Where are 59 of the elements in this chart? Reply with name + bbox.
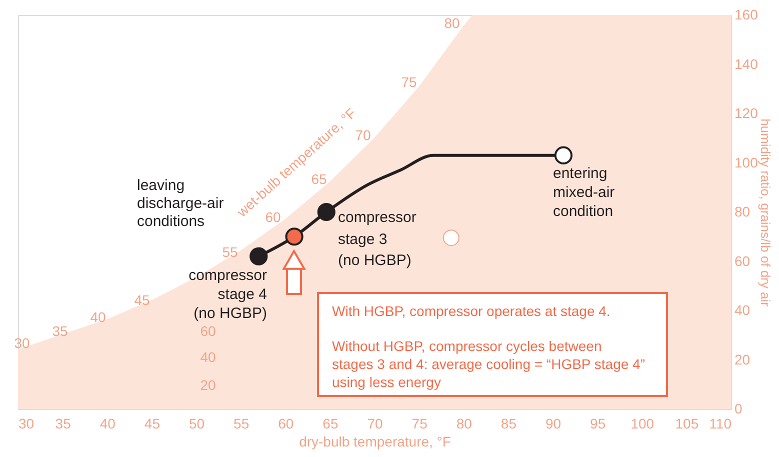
annotation: entering xyxy=(553,165,608,182)
x-tick-label: 100 xyxy=(630,416,654,432)
x-tick-label: 55 xyxy=(234,416,250,432)
y-tick-label: 140 xyxy=(734,56,758,72)
annotation: With HGBP, compressor operates at stage 4. xyxy=(332,303,610,319)
annotation: mixed-air xyxy=(553,184,615,201)
annotation: leaving xyxy=(137,177,185,194)
x-tick-label: 45 xyxy=(144,416,160,432)
x-tick-label: 40 xyxy=(100,416,116,432)
x-tick-label: 85 xyxy=(500,416,517,432)
annotation: 20 xyxy=(200,377,216,393)
x-tick-label: 95 xyxy=(590,416,606,432)
y-tick-label: 160 xyxy=(734,6,758,22)
x-tick-label: 50 xyxy=(188,416,205,432)
annotation: 45 xyxy=(134,292,150,308)
x-tick-label: 60 xyxy=(278,416,294,432)
x-tick-label: 80 xyxy=(456,416,472,432)
annotation: 60 xyxy=(200,323,216,339)
x-tick-label: 70 xyxy=(367,416,383,432)
point xyxy=(285,228,304,246)
annotation: (no HGBP) xyxy=(338,252,412,269)
y-tick-label: 100 xyxy=(734,154,758,170)
x-tick-label: 110 xyxy=(709,416,732,432)
point xyxy=(317,202,336,222)
annotation: 40 xyxy=(200,349,216,365)
annotation: conditions xyxy=(137,213,205,230)
x-axis-title: dry-bulb temperature, °F xyxy=(299,434,451,450)
annotation: 55 xyxy=(222,244,238,260)
annotation: 80 xyxy=(444,15,460,31)
annotation: condition xyxy=(553,203,614,220)
annotation: compressor xyxy=(338,209,416,226)
y-tick-label: 80 xyxy=(734,204,750,220)
annotation: using less energy xyxy=(332,374,441,390)
x-tick-label: 90 xyxy=(545,416,562,432)
point xyxy=(250,247,268,266)
annotation: stage 3 xyxy=(338,231,388,248)
y-tick-label: 60 xyxy=(734,252,750,269)
annotation: 40 xyxy=(90,309,106,325)
y-tick-label: 40 xyxy=(734,302,750,318)
annotation: stage 4 xyxy=(218,286,267,303)
annotation: 35 xyxy=(52,323,68,339)
annotation: compressor xyxy=(188,267,267,284)
y-axis-title: humidity ratio, grains/lb of dry air xyxy=(758,118,773,308)
y-tick-label: 120 xyxy=(734,105,758,121)
annotation: (no HGBP) xyxy=(194,305,267,322)
y-tick-label: 0 xyxy=(734,400,742,416)
x-tick-label: 35 xyxy=(55,416,72,432)
x-tick-label: 30 xyxy=(18,416,34,432)
x-tick-label: 75 xyxy=(412,416,428,432)
point xyxy=(442,230,460,246)
annotation: 75 xyxy=(401,74,417,90)
annotation: discharge-air xyxy=(137,195,224,212)
annotation: Without HGBP, compressor cycles between xyxy=(332,338,602,354)
x-tick-label: 105 xyxy=(675,416,699,432)
annotation: 30 xyxy=(14,335,30,351)
y-tick-label: 20 xyxy=(734,351,750,368)
x-tick-label: 65 xyxy=(322,416,338,432)
annotation: 70 xyxy=(355,127,371,143)
annotation: stages 3 and 4: average cooling = “HGBP stage 4” xyxy=(332,356,646,372)
